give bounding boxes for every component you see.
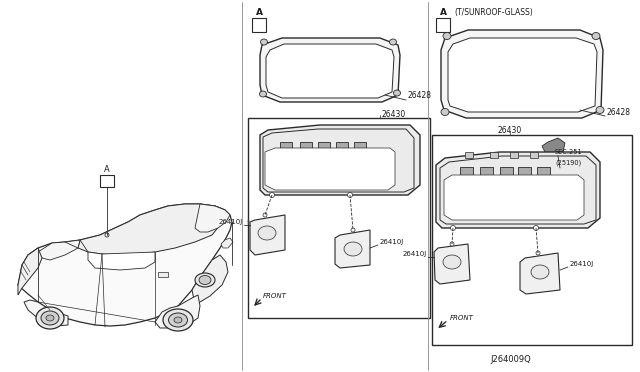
Ellipse shape (36, 307, 64, 329)
Text: 26428: 26428 (607, 108, 631, 116)
Ellipse shape (259, 91, 266, 97)
Ellipse shape (351, 228, 355, 232)
Polygon shape (434, 244, 470, 284)
Polygon shape (436, 152, 600, 228)
Polygon shape (441, 30, 603, 118)
Text: (25190): (25190) (555, 160, 581, 166)
Ellipse shape (536, 251, 540, 255)
Polygon shape (444, 175, 584, 220)
Ellipse shape (344, 242, 362, 256)
Polygon shape (250, 215, 285, 255)
Ellipse shape (174, 317, 182, 323)
Ellipse shape (260, 39, 268, 45)
Bar (460, 167, 473, 178)
Text: 26410J: 26410J (403, 251, 427, 257)
Polygon shape (78, 204, 225, 255)
Ellipse shape (41, 311, 59, 325)
Ellipse shape (451, 225, 456, 231)
Bar (500, 167, 513, 178)
Bar (537, 167, 550, 178)
Bar (300, 142, 312, 152)
Ellipse shape (443, 32, 451, 39)
Ellipse shape (46, 315, 54, 321)
Polygon shape (221, 238, 233, 248)
Ellipse shape (596, 106, 604, 113)
Ellipse shape (348, 192, 353, 198)
Ellipse shape (199, 276, 211, 285)
Polygon shape (520, 253, 560, 294)
Bar (252, 18, 266, 32)
Bar (432, 135, 632, 345)
Ellipse shape (163, 309, 193, 331)
Polygon shape (335, 230, 370, 268)
Ellipse shape (263, 213, 267, 217)
Polygon shape (448, 38, 597, 112)
Polygon shape (18, 204, 232, 326)
Ellipse shape (390, 39, 397, 45)
Text: (T/SUNROOF-GLASS): (T/SUNROOF-GLASS) (454, 7, 532, 16)
Ellipse shape (534, 225, 538, 231)
Text: J264009Q: J264009Q (490, 356, 531, 365)
Polygon shape (542, 138, 565, 156)
Text: A: A (104, 164, 110, 173)
Bar (158, 272, 168, 277)
Text: 26430: 26430 (498, 125, 522, 135)
Polygon shape (265, 148, 395, 190)
Ellipse shape (531, 265, 549, 279)
Text: A: A (255, 7, 262, 16)
Ellipse shape (394, 90, 401, 96)
Polygon shape (490, 152, 498, 158)
Bar (336, 142, 348, 152)
Ellipse shape (450, 242, 454, 246)
Text: FRONT: FRONT (263, 293, 287, 299)
Text: FRONT: FRONT (450, 315, 474, 321)
Ellipse shape (105, 233, 109, 237)
Text: 26430: 26430 (382, 109, 406, 119)
Polygon shape (260, 125, 420, 195)
Polygon shape (24, 300, 68, 326)
Bar (280, 142, 292, 152)
Bar (518, 167, 531, 178)
Polygon shape (530, 152, 538, 158)
Text: A: A (440, 7, 447, 16)
Text: 26428: 26428 (408, 90, 432, 99)
Polygon shape (155, 295, 200, 328)
Ellipse shape (195, 273, 215, 287)
Bar (248, 118, 430, 318)
Text: SEC.251: SEC.251 (555, 149, 582, 155)
Polygon shape (18, 248, 42, 295)
Polygon shape (260, 38, 400, 102)
Polygon shape (38, 240, 80, 260)
Ellipse shape (443, 255, 461, 269)
Bar (480, 167, 493, 178)
Text: 26410J: 26410J (570, 261, 595, 267)
Polygon shape (465, 152, 473, 158)
Polygon shape (266, 44, 394, 98)
Polygon shape (510, 152, 518, 158)
Text: 26410J: 26410J (219, 219, 243, 225)
Polygon shape (192, 255, 228, 305)
Polygon shape (195, 204, 230, 232)
Bar (436, 18, 450, 32)
Ellipse shape (269, 192, 275, 198)
Ellipse shape (592, 32, 600, 39)
Bar (100, 175, 114, 187)
Ellipse shape (258, 226, 276, 240)
Polygon shape (88, 252, 155, 270)
Bar (354, 142, 366, 152)
Bar (318, 142, 330, 152)
Text: 26410J: 26410J (380, 239, 404, 245)
Ellipse shape (168, 313, 188, 327)
Ellipse shape (441, 109, 449, 115)
Text: S: S (246, 219, 250, 224)
